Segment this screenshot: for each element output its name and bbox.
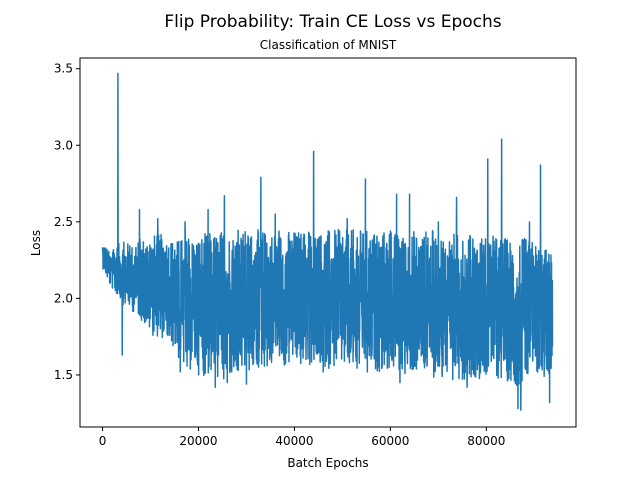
x-tick-label: 20000 (179, 434, 217, 448)
x-tick-label: 0 (99, 434, 107, 448)
y-tick-label: 3.5 (54, 62, 73, 76)
x-tick-label: 40000 (275, 434, 313, 448)
x-axis-label: Batch Epochs (287, 456, 368, 470)
y-tick-label: 2.5 (54, 215, 73, 229)
x-tick-label: 60000 (371, 434, 409, 448)
loss-series-line (101, 72, 554, 411)
ticks-layer: 0 20000 40000 60000 80000 1.5 2.0 2.5 3.0 3.5 (54, 62, 505, 448)
y-axis-label: Loss (29, 230, 43, 256)
y-tick-label: 1.5 (54, 368, 73, 382)
chart-subtitle: Classification of MNIST (260, 38, 397, 52)
x-tick-label: 80000 (467, 434, 505, 448)
y-tick-label: 2.0 (54, 291, 73, 305)
plot-frame (79, 57, 577, 428)
chart-title: Flip Probability: Train CE Loss vs Epoch… (164, 12, 501, 32)
y-tick-label: 3.0 (54, 138, 73, 152)
series-layer (101, 72, 554, 411)
